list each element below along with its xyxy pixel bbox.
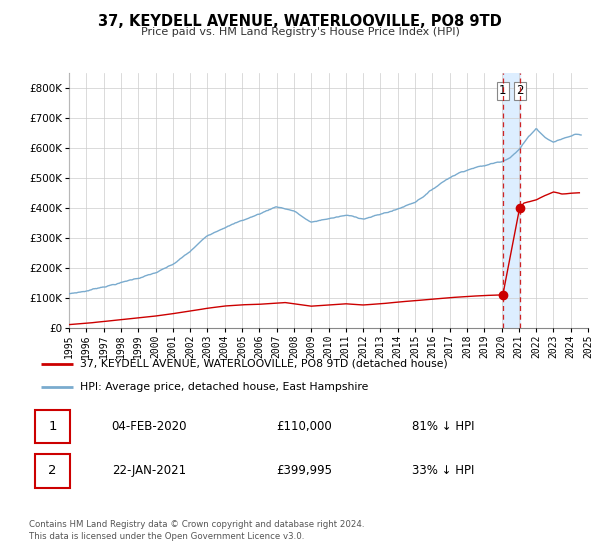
Text: This data is licensed under the Open Government Licence v3.0.: This data is licensed under the Open Gov… bbox=[29, 532, 304, 541]
Text: 2: 2 bbox=[516, 85, 523, 97]
Bar bbox=[503, 73, 520, 328]
Text: 81% ↓ HPI: 81% ↓ HPI bbox=[412, 419, 475, 433]
Text: Price paid vs. HM Land Registry's House Price Index (HPI): Price paid vs. HM Land Registry's House … bbox=[140, 27, 460, 37]
Text: 37, KEYDELL AVENUE, WATERLOOVILLE, PO8 9TD: 37, KEYDELL AVENUE, WATERLOOVILLE, PO8 9… bbox=[98, 14, 502, 29]
Text: £399,995: £399,995 bbox=[277, 464, 332, 478]
Text: 2: 2 bbox=[48, 464, 57, 478]
Text: 1: 1 bbox=[48, 419, 57, 433]
Text: 33% ↓ HPI: 33% ↓ HPI bbox=[412, 464, 475, 478]
Text: £110,000: £110,000 bbox=[277, 419, 332, 433]
Text: HPI: Average price, detached house, East Hampshire: HPI: Average price, detached house, East… bbox=[80, 382, 368, 392]
Text: 04-FEB-2020: 04-FEB-2020 bbox=[112, 419, 187, 433]
FancyBboxPatch shape bbox=[35, 454, 70, 488]
Text: 1: 1 bbox=[499, 85, 506, 97]
Text: 37, KEYDELL AVENUE, WATERLOOVILLE, PO8 9TD (detached house): 37, KEYDELL AVENUE, WATERLOOVILLE, PO8 9… bbox=[80, 358, 448, 368]
Text: 22-JAN-2021: 22-JAN-2021 bbox=[112, 464, 186, 478]
FancyBboxPatch shape bbox=[35, 409, 70, 443]
Text: Contains HM Land Registry data © Crown copyright and database right 2024.: Contains HM Land Registry data © Crown c… bbox=[29, 520, 364, 529]
